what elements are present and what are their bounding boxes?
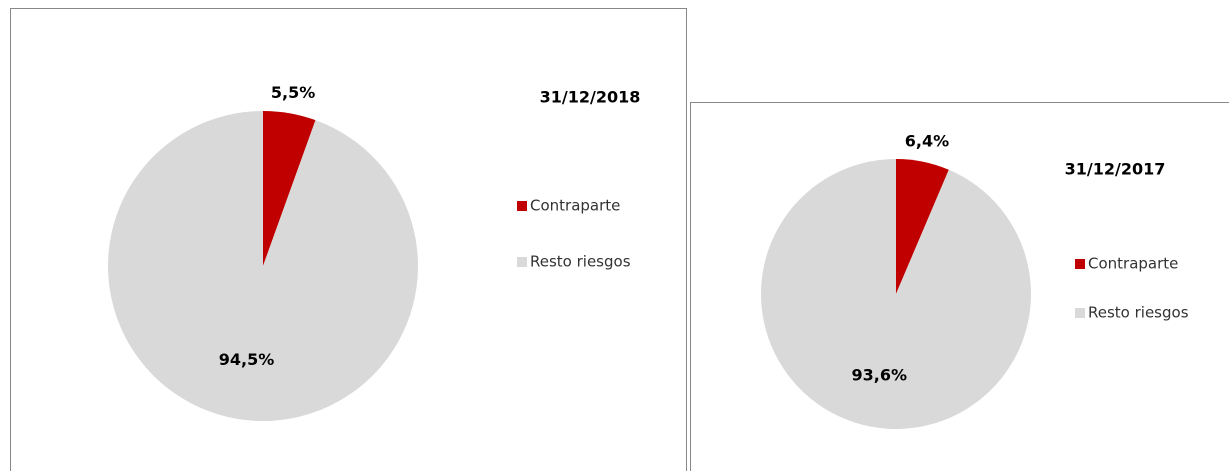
pie-slice	[108, 111, 418, 421]
legend-swatch	[517, 257, 527, 267]
legend-label: Resto riesgos	[1088, 304, 1189, 322]
legend-label: Resto riesgos	[530, 253, 631, 271]
pie-slice	[761, 159, 1031, 429]
chart-title: 31/12/2017	[1065, 160, 1166, 179]
legend-swatch	[1075, 259, 1085, 269]
data-label: 94,5%	[219, 350, 275, 369]
legend-label: Contraparte	[1088, 255, 1178, 273]
legend-swatch	[517, 201, 527, 211]
data-label: 5,5%	[271, 83, 315, 102]
legend-label: Contraparte	[530, 197, 620, 215]
legend-swatch	[1075, 308, 1085, 318]
data-label: 93,6%	[852, 366, 908, 385]
chart-title: 31/12/2018	[540, 88, 641, 107]
data-label: 6,4%	[905, 132, 949, 151]
